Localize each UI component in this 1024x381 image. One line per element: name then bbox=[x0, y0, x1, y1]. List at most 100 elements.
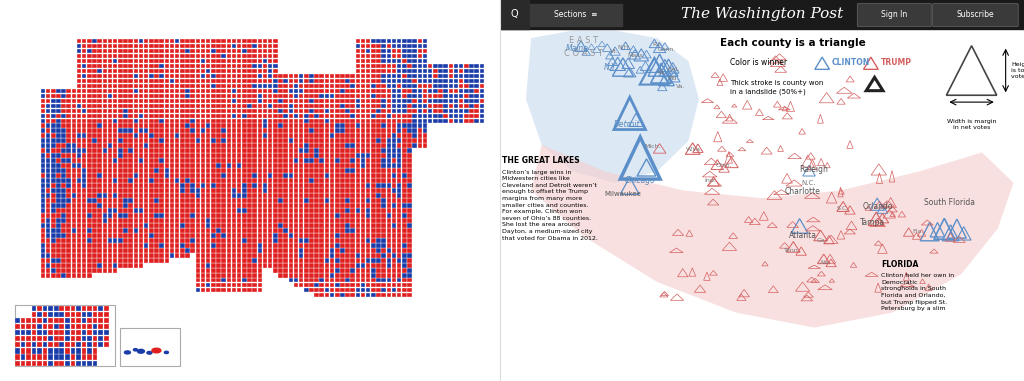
Bar bbox=[150, 78, 154, 83]
Bar bbox=[355, 258, 360, 263]
Bar bbox=[206, 118, 210, 123]
Bar bbox=[360, 218, 366, 223]
Bar bbox=[160, 208, 164, 213]
Bar bbox=[231, 233, 237, 238]
Bar bbox=[355, 208, 360, 213]
Bar bbox=[56, 133, 60, 138]
Bar bbox=[37, 348, 42, 354]
Bar bbox=[247, 94, 252, 98]
Bar bbox=[123, 223, 128, 227]
Bar bbox=[180, 78, 184, 83]
Bar bbox=[211, 83, 216, 88]
Bar bbox=[97, 94, 102, 98]
Bar bbox=[438, 74, 442, 78]
Bar bbox=[294, 158, 298, 163]
Bar bbox=[128, 49, 133, 53]
Bar bbox=[46, 263, 50, 267]
Bar bbox=[185, 223, 189, 227]
Bar bbox=[165, 223, 169, 227]
Bar bbox=[242, 253, 247, 258]
Bar bbox=[413, 128, 417, 133]
Bar bbox=[284, 268, 288, 272]
Bar bbox=[242, 118, 247, 123]
Bar bbox=[387, 44, 391, 48]
Bar bbox=[273, 83, 278, 88]
Bar bbox=[284, 223, 288, 227]
Bar bbox=[294, 273, 298, 277]
Bar bbox=[61, 133, 66, 138]
Bar bbox=[454, 104, 459, 108]
Bar bbox=[201, 133, 205, 138]
Bar bbox=[360, 49, 366, 53]
Bar bbox=[314, 94, 318, 98]
Bar bbox=[128, 233, 133, 238]
Bar bbox=[67, 99, 71, 103]
Bar bbox=[294, 178, 298, 183]
Bar bbox=[252, 198, 257, 203]
Bar bbox=[155, 94, 159, 98]
Bar bbox=[355, 218, 360, 223]
Bar bbox=[77, 243, 81, 248]
Bar bbox=[263, 173, 267, 178]
Bar bbox=[77, 39, 81, 43]
Bar bbox=[97, 69, 102, 73]
Bar bbox=[257, 233, 262, 238]
Bar bbox=[392, 44, 396, 48]
Bar bbox=[309, 178, 313, 183]
Bar bbox=[56, 183, 60, 188]
Bar bbox=[221, 203, 226, 208]
Bar bbox=[376, 163, 381, 168]
Bar bbox=[309, 263, 313, 267]
Bar bbox=[128, 99, 133, 103]
Bar bbox=[61, 243, 66, 248]
Bar bbox=[294, 133, 298, 138]
Bar bbox=[155, 173, 159, 178]
Bar bbox=[87, 104, 92, 108]
Bar bbox=[211, 173, 216, 178]
Bar bbox=[32, 318, 37, 323]
Bar bbox=[402, 218, 407, 223]
Bar bbox=[128, 228, 133, 233]
Bar bbox=[408, 283, 412, 288]
Bar bbox=[413, 138, 417, 143]
Bar bbox=[247, 243, 252, 248]
Bar bbox=[242, 288, 247, 293]
Bar bbox=[268, 258, 272, 263]
Bar bbox=[231, 223, 237, 227]
Bar bbox=[113, 104, 118, 108]
Bar bbox=[170, 158, 174, 163]
Bar bbox=[325, 114, 329, 118]
Bar bbox=[41, 168, 45, 173]
Bar bbox=[128, 248, 133, 253]
Bar bbox=[165, 228, 169, 233]
Bar bbox=[237, 198, 242, 203]
Bar bbox=[92, 198, 97, 203]
Bar bbox=[113, 213, 118, 218]
Bar bbox=[206, 268, 210, 272]
Bar bbox=[304, 78, 308, 83]
Bar bbox=[314, 154, 318, 158]
Bar bbox=[221, 158, 226, 163]
Bar bbox=[46, 253, 50, 258]
Bar bbox=[170, 213, 174, 218]
Bar bbox=[87, 49, 92, 53]
Bar bbox=[408, 203, 412, 208]
Bar bbox=[133, 208, 138, 213]
Bar bbox=[268, 44, 272, 48]
Bar bbox=[340, 183, 345, 188]
Bar bbox=[118, 94, 123, 98]
Bar bbox=[206, 74, 210, 78]
Bar bbox=[325, 168, 329, 173]
Bar bbox=[252, 163, 257, 168]
Bar bbox=[170, 198, 174, 203]
Bar bbox=[319, 208, 324, 213]
Bar bbox=[237, 258, 242, 263]
Bar bbox=[128, 208, 133, 213]
Bar bbox=[102, 109, 108, 113]
Bar bbox=[216, 273, 221, 277]
Bar bbox=[144, 233, 148, 238]
Bar bbox=[360, 168, 366, 173]
Bar bbox=[216, 283, 221, 288]
Bar bbox=[118, 154, 123, 158]
Text: N.Y.: N.Y. bbox=[604, 63, 617, 72]
